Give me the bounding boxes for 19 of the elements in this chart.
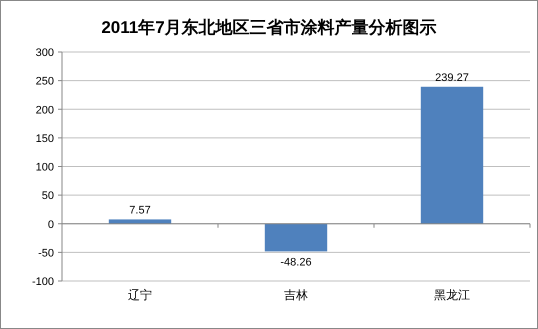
data-label: 7.57 [129, 204, 151, 216]
data-label: 239.27 [435, 72, 469, 84]
y-tick-label: 250 [36, 76, 54, 88]
y-tick-label: 200 [36, 104, 54, 116]
y-tick-label: 100 [36, 162, 54, 174]
x-tick-label: 黑龙江 [434, 288, 470, 302]
bar [264, 224, 328, 252]
y-tick-label: 50 [42, 190, 54, 202]
x-tick-label: 吉林 [284, 288, 308, 302]
y-tick-label: -100 [32, 276, 54, 288]
y-tick-label: 0 [48, 218, 54, 231]
y-tick-label: 300 [36, 47, 54, 59]
x-tick-label: 辽宁 [128, 288, 152, 302]
bar [108, 219, 172, 224]
y-tick-label: -50 [38, 247, 54, 260]
y-tick-label: 150 [36, 132, 54, 145]
chart-title: 2011年7月东北地区三省市涂料产量分析图示 [101, 18, 437, 37]
bar [420, 86, 484, 224]
data-label: -48.26 [280, 256, 312, 268]
